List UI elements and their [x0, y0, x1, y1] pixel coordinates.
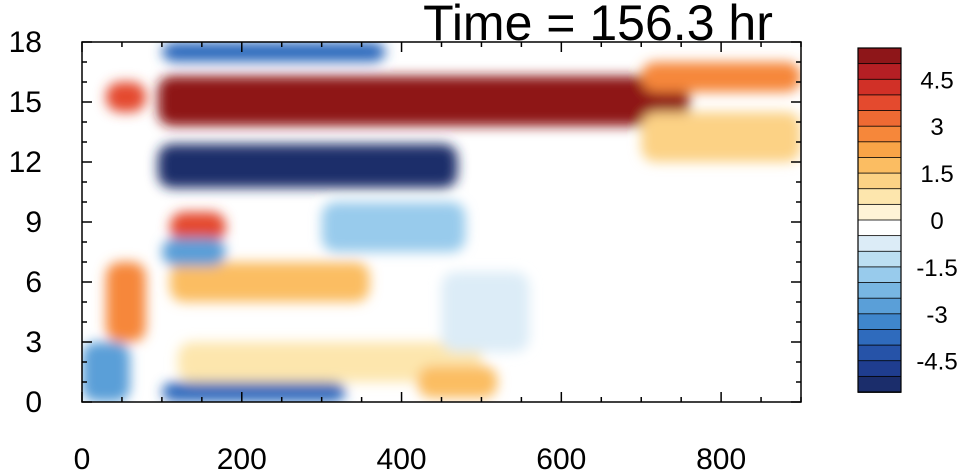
contour-feature: [157, 144, 458, 188]
colorbar-box: [857, 250, 902, 268]
colorbar-box: [857, 219, 902, 237]
colorbar-box: [857, 266, 902, 284]
colorbar-box: [857, 297, 902, 315]
y-tick-label: 0: [25, 386, 42, 419]
y-tick-label: 12: [9, 146, 42, 179]
contour-feature: [641, 62, 801, 92]
plot-area: [82, 42, 801, 402]
colorbar-box: [857, 344, 902, 362]
colorbar-label: -3: [926, 302, 947, 329]
y-tick-label: 6: [25, 266, 42, 299]
contour-feature: [641, 112, 801, 162]
colorbar-box: [857, 63, 902, 81]
colorbar-box: [857, 157, 902, 174]
colorbar-box: [857, 235, 902, 253]
colorbar-box: [857, 375, 902, 393]
y-tick-label: 3: [25, 326, 42, 359]
colorbar-frame: [857, 47, 902, 393]
colorbar-box: [857, 203, 902, 221]
colorbar-box: [857, 47, 902, 65]
y-axis: 0 3 6 9 12 15 18: [9, 26, 801, 419]
contour-feature: [417, 366, 498, 398]
x-tick-label: 0: [74, 443, 91, 473]
y-tick-label: 9: [25, 206, 42, 239]
colorbar-label: -4.5: [916, 349, 957, 376]
colorbar-label: 0: [930, 208, 943, 235]
colorbar-label: 4.5: [920, 67, 953, 94]
contour-feature: [169, 212, 226, 242]
colorbar-box: [857, 110, 902, 128]
contour-feature: [441, 272, 530, 352]
colorbar-box: [857, 94, 902, 112]
colorbar-box: [857, 313, 902, 331]
contour-field: [82, 42, 801, 402]
contour-feature: [157, 76, 690, 126]
colorbar: 4.5 3 1.5 0 -1.5 -3 -4.5: [857, 47, 958, 393]
x-tick-label: 600: [536, 443, 586, 473]
colorbar-box: [857, 78, 902, 96]
x-tick-label: 400: [377, 443, 427, 473]
contour-feature: [169, 262, 370, 302]
colorbar-box: [857, 125, 902, 143]
contour-feature: [161, 42, 386, 62]
colorbar-box: [857, 360, 902, 378]
colorbar-box: [857, 141, 902, 159]
y-tick-label: 15: [9, 86, 42, 119]
contour-feature: [161, 238, 226, 266]
colorbar-label: 1.5: [920, 161, 953, 188]
colorbar-box: [857, 282, 902, 300]
y-tick-label: 18: [9, 26, 42, 59]
x-tick-label: 200: [217, 443, 267, 473]
x-axis: 0 200 400 600 800: [74, 42, 802, 473]
colorbar-label: -1.5: [916, 255, 957, 282]
x-tick-label: 800: [696, 443, 746, 473]
contour-feature: [161, 382, 346, 402]
contour-feature: [105, 262, 146, 342]
colorbar-box: [857, 188, 902, 206]
contour-feature: [321, 202, 466, 252]
colorbar-label: 3: [930, 114, 943, 141]
contour-feature: [177, 342, 482, 382]
contour-feature: [82, 342, 130, 402]
colorbar-box: [857, 329, 902, 346]
contour-feature: [105, 82, 146, 112]
chart-title: Time = 156.3 hr: [423, 0, 773, 51]
colorbar-box: [857, 172, 902, 190]
